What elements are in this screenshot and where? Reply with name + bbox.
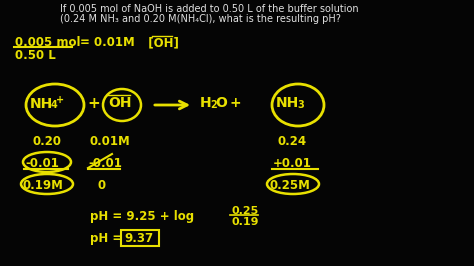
- Text: 0.50 L: 0.50 L: [15, 49, 56, 62]
- Text: 0.19: 0.19: [232, 217, 259, 227]
- Text: 2: 2: [210, 100, 217, 110]
- Text: 0.19M: 0.19M: [23, 179, 64, 192]
- Text: pH = 9.25 + log: pH = 9.25 + log: [90, 210, 194, 223]
- Text: If 0.005 mol of NaOH is added to 0.50 L of the buffer solution: If 0.005 mol of NaOH is added to 0.50 L …: [60, 4, 359, 14]
- Text: pH =: pH =: [90, 232, 127, 245]
- Text: -0.01: -0.01: [25, 157, 59, 170]
- Text: 0.24: 0.24: [278, 135, 307, 148]
- Text: 0.01M: 0.01M: [90, 135, 131, 148]
- Text: H: H: [200, 96, 211, 110]
- Text: 3: 3: [297, 100, 304, 110]
- Text: NH: NH: [30, 97, 53, 111]
- Text: +: +: [87, 96, 100, 111]
- Text: 4: 4: [51, 100, 58, 110]
- Text: 0.20: 0.20: [33, 135, 62, 148]
- Text: NH: NH: [276, 96, 299, 110]
- Text: 0.005 mol: 0.005 mol: [15, 36, 81, 49]
- Text: +0.01: +0.01: [273, 157, 312, 170]
- Text: [OH]: [OH]: [140, 36, 179, 49]
- Text: 0: 0: [98, 179, 106, 192]
- Text: -0.01: -0.01: [88, 157, 122, 170]
- Text: 0.25M: 0.25M: [270, 179, 311, 192]
- Text: OH: OH: [108, 96, 131, 110]
- Text: = 0.01M: = 0.01M: [80, 36, 135, 49]
- Text: +: +: [56, 95, 64, 105]
- Text: O: O: [215, 96, 227, 110]
- Text: 0.25: 0.25: [232, 206, 259, 216]
- Text: +: +: [230, 96, 242, 110]
- Text: 9.37: 9.37: [124, 232, 153, 245]
- Text: (0.24 M NH₃ and 0.20 M(NH₄Cl), what is the resulting pH?: (0.24 M NH₃ and 0.20 M(NH₄Cl), what is t…: [60, 14, 341, 24]
